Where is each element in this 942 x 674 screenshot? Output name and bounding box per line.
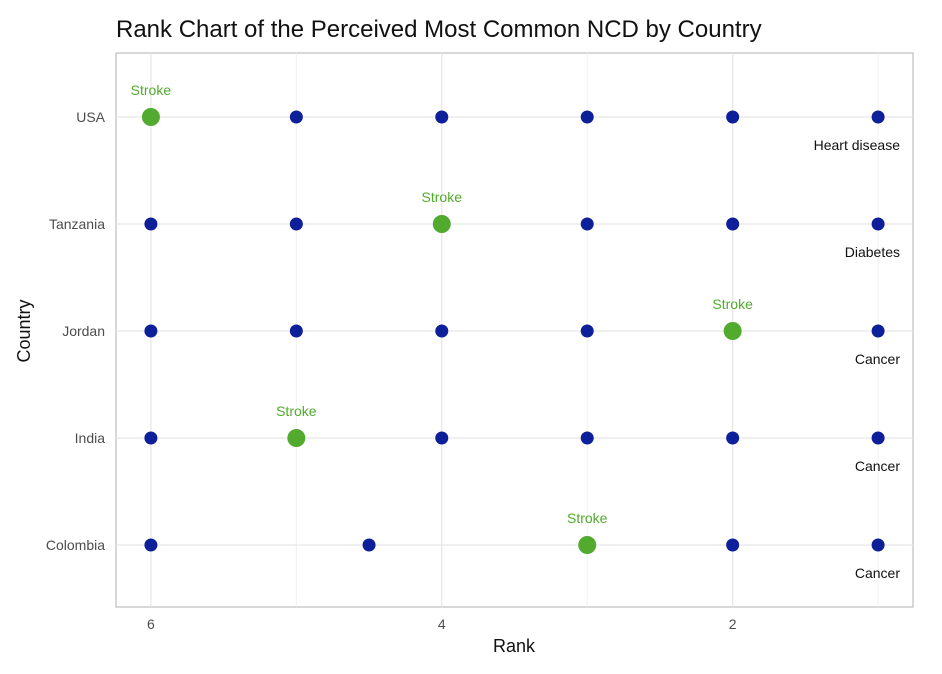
chart-title: Rank Chart of the Perceived Most Common … [116, 16, 762, 43]
x-tick-label: 4 [438, 616, 446, 632]
x-tick-labels: 6 4 2 [147, 616, 737, 632]
y-tick-label: USA [76, 109, 105, 125]
point-label: Heart disease [814, 137, 901, 153]
y-axis-title: Country [14, 299, 34, 362]
point-label: Stroke [567, 510, 608, 526]
data-point [580, 431, 594, 445]
point-label: Cancer [855, 351, 900, 367]
point-label: Stroke [712, 296, 753, 312]
data-point [580, 324, 594, 338]
data-point [871, 324, 885, 338]
data-point [871, 217, 885, 231]
data-point [580, 110, 594, 124]
x-tick-label: 2 [729, 616, 737, 632]
y-tick-label: India [75, 430, 106, 446]
point-label: Stroke [422, 189, 463, 205]
data-point [726, 110, 740, 124]
y-tick-label: Colombia [46, 537, 105, 553]
data-point [580, 217, 594, 231]
point-label: Cancer [855, 458, 900, 474]
highlight-point [432, 215, 451, 233]
data-point [726, 217, 740, 231]
panel-border [115, 52, 914, 608]
point-label: Diabetes [845, 244, 900, 260]
data-point [435, 431, 449, 445]
data-point [726, 431, 740, 445]
data-point [871, 110, 885, 124]
data-point [144, 324, 158, 338]
data-point [144, 431, 158, 445]
data-point [144, 217, 158, 231]
highlight-point [723, 322, 742, 340]
x-axis-title: Rank [493, 636, 536, 656]
y-tick-label: Tanzania [49, 216, 105, 232]
data-points [141, 108, 885, 554]
highlight-point [141, 108, 160, 126]
data-point [726, 538, 740, 552]
point-label: Stroke [131, 82, 172, 98]
highlight-point [287, 429, 306, 447]
data-point [871, 538, 885, 552]
data-point [289, 324, 303, 338]
x-tick-label: 6 [147, 616, 155, 632]
data-point [435, 110, 449, 124]
data-point [362, 538, 376, 552]
data-point [871, 431, 885, 445]
point-labels: Stroke Heart disease Stroke Diabetes Stroke C… [131, 82, 901, 581]
y-tick-label: Jordan [62, 323, 105, 339]
highlight-point [578, 536, 597, 554]
y-tick-labels: Colombia India Jordan Tanzania USA [46, 109, 106, 553]
data-point [435, 324, 449, 338]
data-point [144, 538, 158, 552]
point-label: Cancer [855, 565, 900, 581]
data-point [289, 217, 303, 231]
plot-panel [115, 52, 914, 608]
data-point [289, 110, 303, 124]
point-label: Stroke [276, 403, 317, 419]
